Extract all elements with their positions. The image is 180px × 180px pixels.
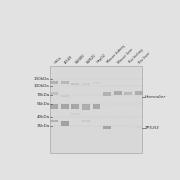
Bar	[115, 91, 120, 95]
Bar	[50, 120, 58, 122]
Bar	[135, 127, 143, 129]
Text: SW620: SW620	[85, 53, 97, 64]
Bar	[93, 104, 100, 109]
Text: 100kDa: 100kDa	[34, 84, 50, 88]
Text: 70kDa: 70kDa	[37, 93, 50, 97]
Bar	[51, 104, 56, 109]
Bar	[51, 92, 56, 94]
Bar	[73, 104, 78, 109]
Text: A-549: A-549	[64, 54, 74, 64]
Bar	[103, 126, 111, 129]
Text: 40kDa: 40kDa	[37, 115, 50, 119]
Bar	[62, 95, 67, 96]
Bar	[124, 92, 132, 95]
Text: Rat kidney: Rat kidney	[128, 48, 144, 64]
Bar	[50, 92, 58, 95]
Text: 55kDa: 55kDa	[37, 102, 50, 106]
Text: Rat liver: Rat liver	[138, 51, 152, 64]
Bar	[84, 105, 88, 109]
Bar	[136, 91, 141, 95]
Bar	[73, 83, 78, 85]
Bar	[73, 113, 78, 115]
Bar	[136, 127, 141, 128]
Bar	[114, 91, 122, 95]
Bar	[94, 83, 99, 84]
Bar	[50, 66, 143, 153]
Bar	[61, 104, 69, 109]
Bar	[71, 113, 79, 115]
Bar	[135, 91, 143, 95]
Bar	[62, 104, 67, 109]
Bar	[61, 95, 69, 97]
Bar	[126, 93, 130, 95]
Bar	[61, 81, 69, 84]
Bar	[50, 81, 58, 84]
Text: Mouse liver: Mouse liver	[117, 47, 134, 64]
Bar	[82, 120, 90, 122]
Bar	[71, 104, 79, 109]
Bar	[62, 122, 67, 125]
Bar	[50, 104, 58, 109]
Bar	[51, 120, 56, 122]
Bar	[93, 82, 100, 84]
Bar	[105, 126, 109, 129]
Text: 35kDa: 35kDa	[37, 124, 50, 128]
Bar	[82, 83, 90, 85]
Bar	[61, 121, 69, 126]
Text: HeLa: HeLa	[53, 55, 62, 64]
Bar	[103, 92, 111, 96]
Bar	[84, 120, 88, 122]
Bar	[82, 104, 90, 110]
Bar	[94, 104, 99, 109]
Bar	[62, 81, 67, 84]
Text: TP53I3: TP53I3	[145, 126, 160, 130]
Bar	[71, 83, 79, 85]
Text: SW480: SW480	[75, 53, 86, 64]
Text: Homodier: Homodier	[145, 95, 166, 99]
Text: 130kDa: 130kDa	[34, 77, 50, 81]
Bar	[51, 81, 56, 84]
Bar	[84, 83, 88, 85]
Text: HepG2: HepG2	[96, 53, 107, 64]
Bar	[105, 93, 109, 95]
Text: Mouse kidney: Mouse kidney	[107, 44, 127, 64]
